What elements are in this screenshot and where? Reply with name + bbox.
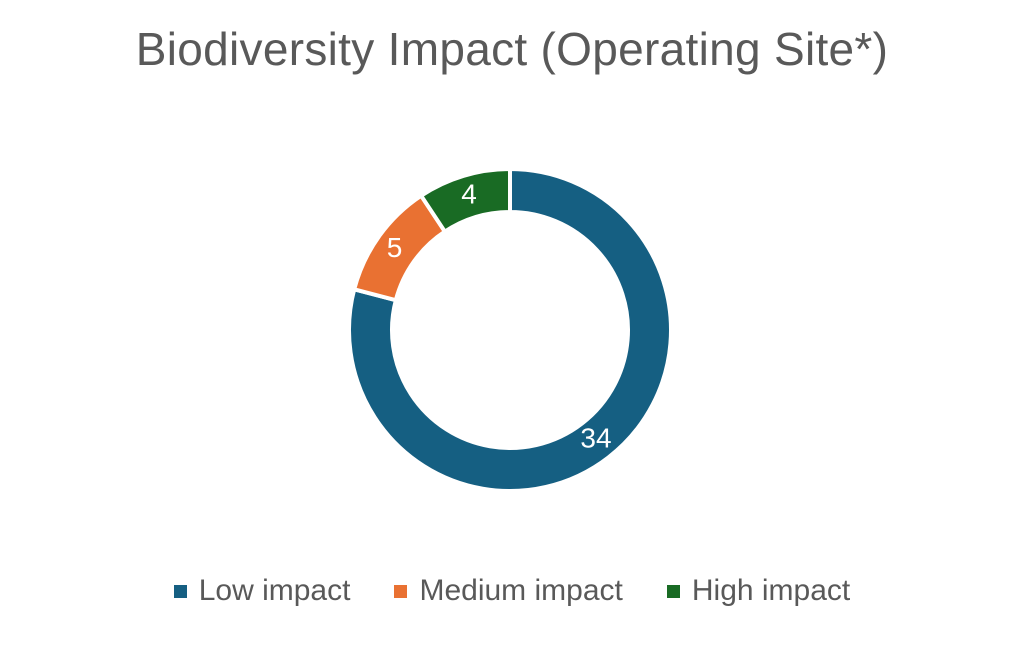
legend-swatch-high-impact (666, 584, 680, 598)
legend-label-low-impact: Low impact (198, 574, 351, 607)
donut-slice-low-impact (347, 166, 673, 493)
legend-item-low-impact: Low impact (173, 574, 351, 608)
legend-label-high-impact: High impact (691, 574, 851, 607)
donut-slice-high-impact (418, 166, 512, 235)
data-label-low-impact: 34 (580, 423, 611, 454)
legend-label-medium-impact: Medium impact (419, 574, 623, 607)
legend-item-high-impact: High impact (666, 574, 851, 608)
chart-title: Biodiversity Impact (Operating Site*) (135, 23, 889, 75)
legend-item-medium-impact: Medium impact (394, 574, 623, 608)
data-label-medium-impact: 5 (387, 232, 403, 263)
data-label-high-impact: 4 (461, 179, 477, 210)
legend-swatch-low-impact (173, 584, 187, 598)
chart-legend: Low impact Medium impact High impact (0, 574, 1024, 608)
legend-swatch-medium-impact (394, 584, 408, 598)
